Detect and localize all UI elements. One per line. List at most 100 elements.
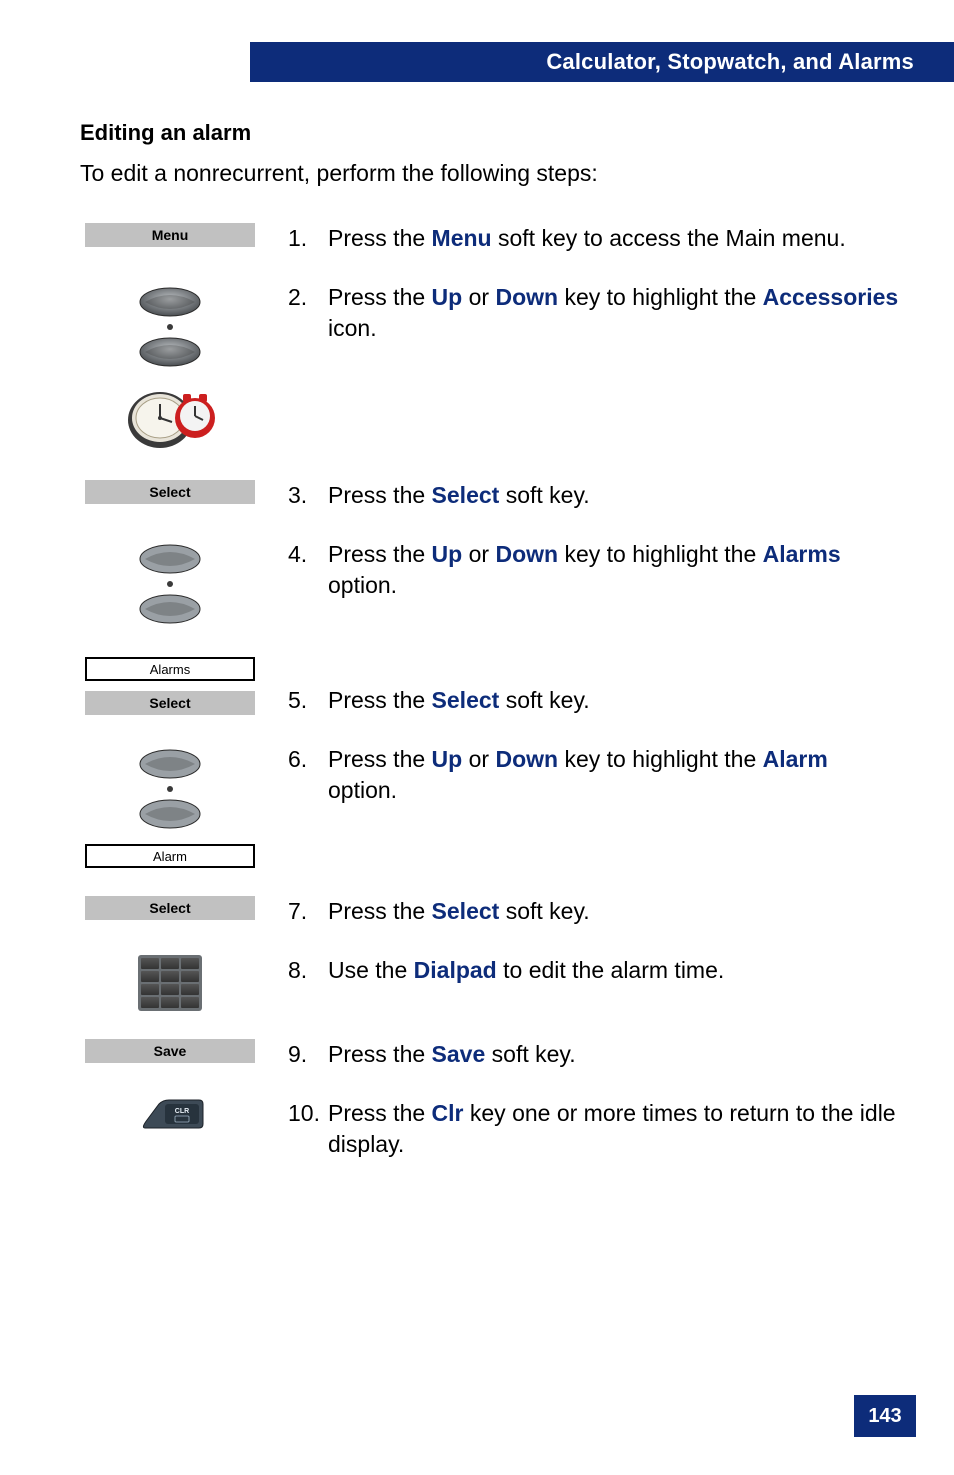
step6-num: 6.	[288, 744, 328, 806]
step6-mid2: key to highlight the	[558, 746, 763, 772]
select-softkey-1: Select	[85, 480, 255, 504]
step5-num: 5.	[288, 685, 328, 716]
step6-kw-alarm: Alarm	[763, 746, 828, 772]
step7-post: soft key.	[499, 898, 589, 924]
step7-num: 7.	[288, 896, 328, 927]
step6-post: option.	[328, 777, 397, 803]
step6-mid1: or	[462, 746, 495, 772]
chapter-header-band: Calculator, Stopwatch, and Alarms	[250, 42, 954, 82]
save-softkey: Save	[85, 1039, 255, 1063]
step2-icon-cell	[80, 282, 260, 452]
step4-icon-cell	[80, 539, 260, 629]
step7-kw-select: Select	[432, 898, 500, 924]
step2-kw-up: Up	[432, 284, 463, 310]
step10-kw-clr: Clr	[432, 1100, 464, 1126]
save-softkey-label: Save	[154, 1043, 187, 1059]
step4-mid1: or	[462, 541, 495, 567]
step2-mid1: or	[462, 284, 495, 310]
clr-key-label: CLR	[175, 1108, 189, 1115]
step7-text: 7. Press the Select soft key.	[288, 896, 900, 927]
step9-kw-save: Save	[432, 1041, 486, 1067]
page-number-box: 143	[854, 1395, 916, 1437]
step6-text: 6. Press the Up or Down key to highlight…	[288, 744, 900, 806]
select-softkey-2-label: Select	[149, 695, 190, 711]
step1-post: soft key to access the Main menu.	[492, 225, 846, 251]
step10-pre: Press the	[328, 1100, 432, 1126]
step5-body: Press the Select soft key.	[328, 685, 900, 716]
step1-body: Press the Menu soft key to access the Ma…	[328, 223, 900, 254]
step10-icon-cell: CLR	[80, 1098, 260, 1132]
step6-pre: Press the	[328, 746, 432, 772]
step10-body: Press the Clr key one or more times to r…	[328, 1098, 900, 1160]
step9-num: 9.	[288, 1039, 328, 1070]
select-softkey-3: Select	[85, 896, 255, 920]
dialpad-icon	[138, 955, 202, 1011]
step8-post: to edit the alarm time.	[497, 957, 725, 983]
step3-post: soft key.	[499, 482, 589, 508]
step2-mid2: key to highlight the	[558, 284, 763, 310]
step4-kw-alarms: Alarms	[763, 541, 841, 567]
step4-mid2: key to highlight the	[558, 541, 763, 567]
step5-kw-select: Select	[432, 687, 500, 713]
step2-post: icon.	[328, 315, 377, 341]
step6-icon-cell: Alarm	[80, 744, 260, 868]
step2-num: 2.	[288, 282, 328, 344]
page-number: 143	[868, 1405, 901, 1428]
steps-grid: Menu 1. Press the Menu soft key to acces…	[80, 223, 900, 1160]
step2-pre: Press the	[328, 284, 432, 310]
step4-post: option.	[328, 572, 397, 598]
page: Calculator, Stopwatch, and Alarms Editin…	[0, 0, 954, 1475]
step5-text: 5. Press the Select soft key.	[288, 657, 900, 716]
step5-post: soft key.	[499, 687, 589, 713]
step8-body: Use the Dialpad to edit the alarm time.	[328, 955, 900, 986]
step5-pre: Press the	[328, 687, 432, 713]
step1-text: 1. Press the Menu soft key to access the…	[288, 223, 900, 254]
alarms-option-box: Alarms	[85, 657, 255, 681]
step1-icon-cell: Menu	[80, 223, 260, 247]
step3-icon-cell: Select	[80, 480, 260, 504]
step8-icon-cell	[80, 955, 260, 1011]
step9-pre: Press the	[328, 1041, 432, 1067]
step8-num: 8.	[288, 955, 328, 986]
step8-pre: Use the	[328, 957, 414, 983]
step6-kw-down: Down	[495, 746, 558, 772]
step2-text: 2. Press the Up or Down key to highlight…	[288, 282, 900, 344]
select-softkey-2: Select	[85, 691, 255, 715]
step4-body: Press the Up or Down key to highlight th…	[328, 539, 900, 601]
step7-body: Press the Select soft key.	[328, 896, 900, 927]
step7-icon-cell: Select	[80, 896, 260, 920]
step9-post: soft key.	[485, 1041, 575, 1067]
step1-pre: Press the	[328, 225, 432, 251]
alarms-option-label: Alarms	[150, 662, 190, 677]
step3-num: 3.	[288, 480, 328, 511]
step8-kw-dialpad: Dialpad	[414, 957, 497, 983]
step2-kw-down: Down	[495, 284, 558, 310]
select-softkey-1-label: Select	[149, 484, 190, 500]
step6-body: Press the Up or Down key to highlight th…	[328, 744, 900, 806]
step10-text: 10. Press the Clr key one or more times …	[288, 1098, 900, 1160]
select-softkey-3-label: Select	[149, 900, 190, 916]
alarm-option-box: Alarm	[85, 844, 255, 868]
updown-icon	[135, 282, 205, 372]
step2-kw-accessories: Accessories	[763, 284, 899, 310]
step4-kw-down: Down	[495, 541, 558, 567]
step9-text: 9. Press the Save soft key.	[288, 1039, 900, 1070]
step4-num: 4.	[288, 539, 328, 601]
menu-softkey: Menu	[85, 223, 255, 247]
clr-key-icon: CLR	[135, 1098, 205, 1132]
accessories-icon	[115, 382, 225, 452]
updown-icon-3	[135, 744, 205, 834]
updown-icon-2	[135, 539, 205, 629]
step5-icon-cell: Alarms Select	[80, 657, 260, 715]
step4-text: 4. Press the Up or Down key to highlight…	[288, 539, 900, 601]
menu-softkey-label: Menu	[152, 227, 189, 243]
step8-text: 8. Use the Dialpad to edit the alarm tim…	[288, 955, 900, 986]
section-heading: Editing an alarm	[80, 120, 900, 146]
step1-kw-menu: Menu	[432, 225, 492, 251]
step2-body: Press the Up or Down key to highlight th…	[328, 282, 900, 344]
step3-body: Press the Select soft key.	[328, 480, 900, 511]
content-area: Editing an alarm To edit a nonrecurrent,…	[80, 120, 900, 1160]
alarm-option-label: Alarm	[153, 849, 187, 864]
chapter-title: Calculator, Stopwatch, and Alarms	[546, 49, 914, 75]
section-intro: To edit a nonrecurrent, perform the foll…	[80, 160, 900, 187]
